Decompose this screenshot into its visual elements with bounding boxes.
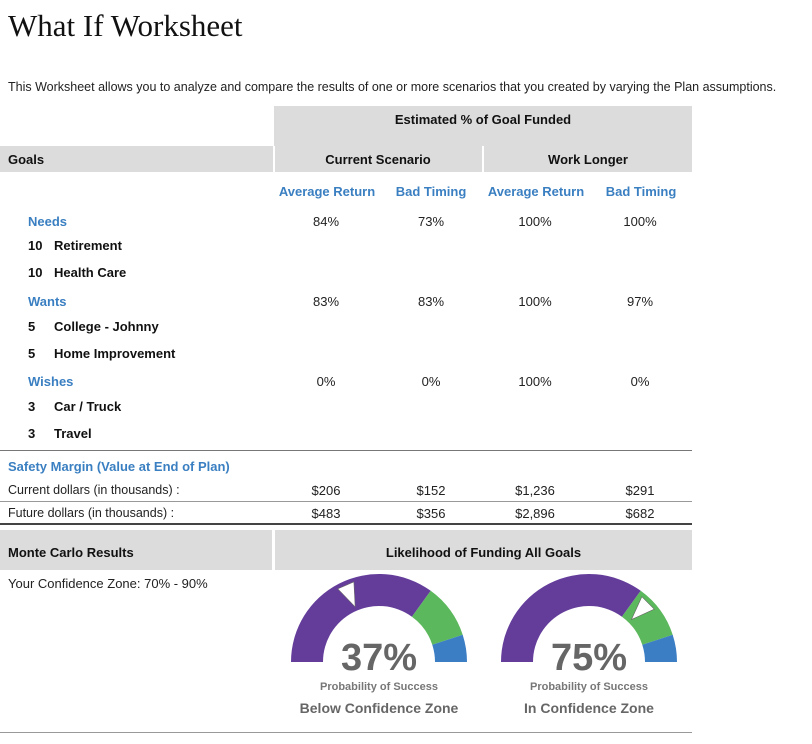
goal-name: Health Care — [54, 265, 127, 280]
gauge-percent: 75% — [551, 637, 627, 679]
value-cell: 83% — [417, 294, 445, 309]
goal-name: Retirement — [54, 238, 122, 253]
goal-priority: 3 — [28, 426, 36, 441]
goal-name: Home Improvement — [54, 346, 176, 361]
scenario-header-current: Current Scenario — [325, 152, 431, 167]
value-cell: 83% — [312, 294, 340, 309]
gauge-band-below — [291, 574, 431, 662]
estimated-header: Estimated % of Goal Funded — [394, 112, 572, 127]
monte-carlo-title: Monte Carlo Results — [8, 545, 134, 560]
header-divider — [482, 146, 484, 172]
value-cell: $682 — [625, 506, 655, 521]
goal-priority: 3 — [28, 399, 36, 414]
goal-row: 5 College - Johnny — [28, 319, 159, 334]
confidence-zone-text: Your Confidence Zone: 70% - 90% — [8, 576, 208, 591]
subheader-bad-timing: Bad Timing — [395, 184, 467, 199]
goals-header: Goals — [8, 152, 45, 167]
gauge-zone-label: Below Confidence Zone — [300, 700, 459, 716]
value-cell: $356 — [416, 506, 446, 521]
divider — [0, 501, 692, 502]
monte-carlo-title-band — [0, 530, 272, 570]
value-cell: $291 — [625, 483, 655, 498]
safety-margin-row-label: Future dollars (in thousands) : — [8, 506, 175, 520]
divider — [0, 732, 692, 733]
value-cell: $2,896 — [515, 506, 555, 521]
value-cell: 100% — [518, 214, 552, 229]
gauge-band-in-zone — [621, 590, 673, 645]
likelihood-header: Likelihood of Funding All Goals — [385, 545, 582, 560]
category-wishes: Wishes — [28, 374, 74, 389]
goal-row: 10 Health Care — [28, 265, 126, 280]
header-top-band — [274, 106, 692, 146]
header-band — [0, 146, 692, 172]
monte-carlo-header-band — [275, 530, 692, 570]
gauge-band-above — [432, 634, 467, 662]
gauge-percent: 37% — [341, 637, 417, 679]
goal-row: 3 Car / Truck — [28, 399, 121, 414]
value-cell: $206 — [311, 483, 341, 498]
gauge-current: 37% Probability of Success Below Confide… — [291, 574, 467, 716]
divider — [0, 523, 692, 525]
category-wants: Wants — [28, 294, 67, 309]
gauge-work-longer: 75% Probability of Success In Confidence… — [501, 574, 677, 716]
gauge-zone-label: In Confidence Zone — [524, 700, 654, 716]
value-cell: 0% — [316, 374, 336, 389]
subheader-average-return: Average Return — [487, 184, 585, 199]
safety-margin-title: Safety Margin (Value at End of Plan) — [8, 459, 230, 474]
subheader-average-return: Average Return — [278, 184, 376, 199]
value-cell: 0% — [630, 374, 650, 389]
goal-priority: 5 — [28, 319, 36, 334]
subheader-bad-timing: Bad Timing — [605, 184, 677, 199]
gauge-band-below — [501, 574, 641, 662]
category-needs: Needs — [28, 214, 68, 229]
safety-margin-row-label: Current dollars (in thousands) : — [8, 483, 180, 497]
value-cell: $1,236 — [515, 483, 555, 498]
gauge-subtitle: Probability of Success — [320, 681, 438, 693]
value-cell: $483 — [311, 506, 341, 521]
value-cell: 100% — [623, 214, 657, 229]
value-cell: 97% — [626, 294, 654, 309]
gauge-pointer — [630, 596, 655, 621]
value-cell: 100% — [518, 294, 552, 309]
divider — [0, 450, 692, 451]
page-title: What If Worksheet — [8, 8, 243, 43]
goal-name: Car / Truck — [54, 399, 122, 414]
goal-row: 10 Retirement — [28, 238, 122, 253]
value-cell: 73% — [417, 214, 445, 229]
gauge-band-in-zone — [411, 590, 463, 645]
value-cell: 100% — [518, 374, 552, 389]
scenario-header-work-longer: Work Longer — [548, 152, 628, 167]
gauge-subtitle: Probability of Success — [530, 681, 648, 693]
goal-row: 5 Home Improvement — [28, 346, 175, 361]
value-cell: 84% — [312, 214, 340, 229]
goal-priority: 5 — [28, 346, 36, 361]
goal-name: College - Johnny — [54, 319, 159, 334]
intro-text: This Worksheet allows you to analyze and… — [8, 80, 777, 94]
gauge-pointer — [337, 581, 356, 608]
goal-priority: 10 — [28, 238, 43, 253]
header-divider — [273, 146, 275, 172]
gauge-band-above — [642, 634, 677, 662]
goal-row: 3 Travel — [28, 426, 92, 441]
goal-priority: 10 — [28, 265, 43, 280]
value-cell: $152 — [416, 483, 446, 498]
value-cell: 0% — [421, 374, 441, 389]
goal-name: Travel — [54, 426, 92, 441]
